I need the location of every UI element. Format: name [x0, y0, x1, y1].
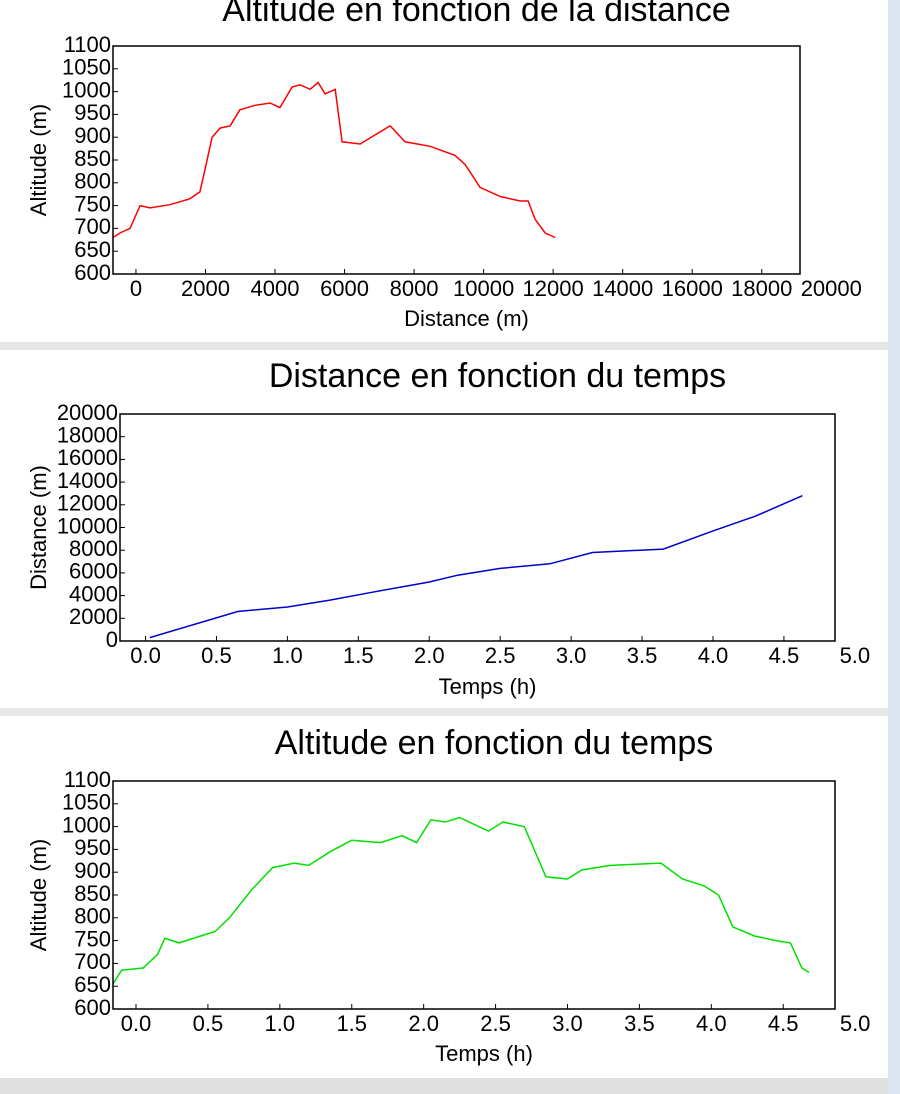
x-tick-label: 6000 [320, 276, 369, 301]
x-tick-label: 14000 [592, 276, 653, 301]
y-tick-label: 16000 [57, 445, 118, 470]
y-tick-label: 700 [74, 214, 111, 239]
x-tick-label: 10000 [453, 276, 514, 301]
chart-title: Altitude en fonction de la distance [222, 0, 730, 29]
x-axis-label: Temps (h) [435, 1041, 533, 1066]
y-tick-label: 0 [106, 627, 118, 652]
y-tick-label: 800 [74, 904, 111, 929]
x-tick-label: 1.5 [336, 1011, 367, 1036]
y-tick-label: 750 [74, 926, 111, 951]
y-tick-label: 900 [74, 123, 111, 148]
y-axis-label: Distance (m) [26, 465, 51, 590]
separator [0, 342, 888, 350]
y-tick-label: 900 [74, 858, 111, 883]
x-tick-label: 3.5 [627, 643, 658, 668]
y-tick-label: 8000 [69, 536, 118, 561]
x-tick-label: 2.0 [414, 643, 445, 668]
x-tick-label: 0.0 [121, 1011, 152, 1036]
y-tick-label: 700 [74, 949, 111, 974]
y-tick-label: 6000 [69, 559, 118, 584]
y-tick-label: 1100 [64, 32, 111, 57]
plot-frame [112, 45, 801, 275]
y-tick-label: 18000 [57, 423, 118, 448]
plot-frame [112, 780, 836, 1010]
y-tick-label: 12000 [57, 491, 118, 516]
x-tick-label: 3.0 [552, 1011, 583, 1036]
x-axis-label: Temps (h) [439, 674, 537, 699]
x-tick-label: 1.5 [343, 643, 374, 668]
x-tick-label: 4.5 [768, 1011, 799, 1036]
y-tick-label: 1000 [62, 812, 111, 837]
x-tick-label: 0 [130, 276, 142, 301]
x-tick-label: 16000 [662, 276, 723, 301]
x-tick-label: 5.0 [840, 1011, 871, 1036]
x-tick-label: 5.0 [840, 643, 871, 668]
x-tick-label: 3.0 [556, 643, 587, 668]
y-tick-label: 850 [74, 146, 111, 171]
y-tick-label: 800 [74, 169, 111, 194]
y-tick-label: 750 [74, 191, 111, 216]
x-tick-label: 18000 [731, 276, 792, 301]
y-tick-label: 1050 [62, 790, 111, 815]
y-tick-label: 14000 [57, 468, 118, 493]
x-tick-label: 4.0 [698, 643, 729, 668]
chart-title: Distance en fonction du temps [269, 357, 726, 395]
status-bar [0, 1078, 900, 1094]
y-tick-label: 600 [74, 995, 111, 1020]
x-tick-label: 3.5 [624, 1011, 655, 1036]
y-tick-label: 950 [74, 835, 111, 860]
x-tick-label: 0.5 [201, 643, 232, 668]
x-tick-label: 4.5 [769, 643, 800, 668]
y-tick-label: 2000 [69, 604, 118, 629]
window-border [888, 0, 900, 1094]
data-line [112, 816, 810, 985]
y-tick-label: 600 [74, 260, 111, 285]
y-tick-label: 10000 [57, 513, 118, 538]
x-tick-label: 12000 [523, 276, 584, 301]
data-line [149, 495, 803, 639]
y-axis-label: Altitude (m) [26, 104, 51, 216]
x-tick-label: 2.5 [485, 643, 516, 668]
y-tick-label: 1000 [62, 77, 111, 102]
y-tick-label: 950 [74, 100, 111, 125]
y-tick-label: 650 [74, 237, 111, 262]
y-tick-label: 20000 [57, 400, 118, 425]
x-tick-label: 0.5 [193, 1011, 224, 1036]
plot-frame [119, 413, 836, 642]
x-tick-label: 20000 [801, 276, 862, 301]
data-line [112, 81, 556, 239]
x-tick-label: 4000 [251, 276, 300, 301]
x-tick-label: 1.0 [265, 1011, 296, 1036]
x-tick-label: 2.5 [480, 1011, 511, 1036]
y-tick-label: 4000 [69, 581, 118, 606]
x-tick-label: 2.0 [408, 1011, 439, 1036]
y-tick-label: 1050 [62, 55, 111, 80]
y-tick-label: 1100 [64, 767, 111, 792]
y-tick-label: 650 [74, 972, 111, 997]
separator [0, 708, 888, 716]
x-tick-label: 0.0 [130, 643, 161, 668]
x-tick-label: 2000 [181, 276, 230, 301]
y-tick-label: 850 [74, 881, 111, 906]
x-tick-label: 1.0 [272, 643, 303, 668]
x-axis-label: Distance (m) [404, 306, 529, 331]
x-tick-label: 4.0 [696, 1011, 727, 1036]
y-axis-label: Altitude (m) [26, 839, 51, 951]
chart-title: Altitude en fonction du temps [275, 724, 714, 762]
x-tick-label: 8000 [390, 276, 439, 301]
